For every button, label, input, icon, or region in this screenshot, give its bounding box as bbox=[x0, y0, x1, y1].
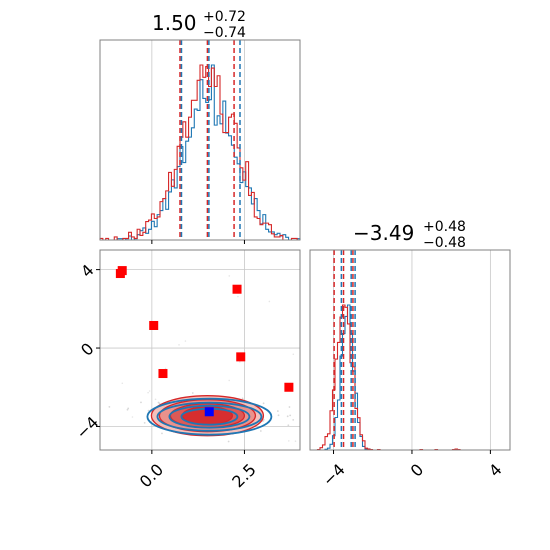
joint-scatter-point bbox=[148, 390, 151, 392]
joint-scatter-point bbox=[276, 410, 279, 412]
joint-scatter-point bbox=[228, 275, 231, 277]
joint-markers bbox=[115, 266, 294, 417]
joint-scatter-point bbox=[131, 416, 134, 418]
joint-scatter-point bbox=[121, 382, 124, 385]
joint-scatter-point bbox=[157, 401, 160, 404]
hist2-xtick-label-1: 0 bbox=[407, 460, 428, 481]
joint-scatter-point bbox=[164, 367, 167, 370]
joint-scatter-point bbox=[294, 440, 297, 442]
joint-red-marker-3 bbox=[149, 320, 159, 330]
joint-red-marker-1 bbox=[115, 269, 125, 279]
joint-scatter-point bbox=[140, 401, 142, 404]
joint-red-marker-5 bbox=[158, 369, 168, 379]
hist1-series-red bbox=[99, 64, 300, 241]
joint-scatter-point bbox=[227, 440, 230, 443]
joint-scatter-point bbox=[127, 407, 130, 410]
joint-scatter-point bbox=[237, 295, 239, 298]
joint-scatter-point bbox=[161, 432, 163, 435]
joint-scatter-point bbox=[108, 405, 111, 408]
joint-scatter-point bbox=[287, 424, 290, 427]
joint-scatter-point bbox=[228, 379, 230, 382]
joint-scatter-point bbox=[292, 419, 295, 421]
joint-scatter-point bbox=[154, 398, 157, 401]
joint-xtick-label-0: 0.0 bbox=[136, 460, 167, 491]
hist2-quantile-lines bbox=[333, 250, 356, 450]
joint-scatter-point bbox=[178, 344, 180, 346]
joint-red-marker-4 bbox=[236, 352, 246, 362]
joint-scatter-point bbox=[259, 430, 262, 432]
joint-scatter-point bbox=[288, 406, 291, 408]
joint-contour-blue-0 bbox=[146, 397, 273, 436]
hist2-title-value: −3.49 bbox=[353, 221, 414, 245]
hist1-ticks bbox=[151, 240, 245, 244]
joint-ytick-label-1: 0 bbox=[77, 339, 98, 360]
hist2-xtick-label-2: 4 bbox=[485, 460, 506, 481]
hist1-title-upper: +0.72 bbox=[203, 9, 246, 25]
joint-scatter-point bbox=[288, 440, 290, 442]
joint-contour-blue-2 bbox=[168, 404, 251, 429]
joint-xtick-label-1: 2.5 bbox=[228, 460, 259, 491]
joint-scatter-point bbox=[286, 415, 289, 418]
joint-red-marker-2 bbox=[232, 284, 242, 294]
joint-scatter-point bbox=[292, 353, 295, 356]
joint-scatter-point bbox=[277, 414, 280, 417]
joint-scatter-point bbox=[239, 361, 241, 363]
joint-scatter-point bbox=[126, 408, 129, 411]
hist2-background bbox=[310, 250, 510, 450]
joint-contour-blue-1 bbox=[156, 401, 263, 432]
joint-scatter-point bbox=[268, 300, 271, 303]
hist2-panel: −4 0 4 bbox=[309, 249, 511, 490]
joint-blue-marker bbox=[204, 407, 214, 417]
hist1-title-lower: −0.74 bbox=[203, 25, 246, 41]
joint-panel: 0.0 2.5 4 0 −4 bbox=[72, 249, 301, 491]
hist2-title-upper: +0.48 bbox=[423, 219, 466, 235]
hist1-quantile-lines bbox=[179, 40, 241, 240]
joint-scatter-point bbox=[262, 402, 265, 405]
joint-ytick-label-0: 4 bbox=[77, 261, 98, 282]
hist1-histograms bbox=[99, 64, 301, 241]
joint-scatter-point bbox=[241, 397, 244, 400]
joint-scatter-point bbox=[184, 340, 187, 342]
hist1-title-value: 1.50 bbox=[152, 11, 197, 35]
joint-scatter-point bbox=[147, 391, 149, 394]
hist2-frame bbox=[309, 249, 511, 451]
hist2-xtick-label-0: −4 bbox=[319, 460, 349, 490]
joint-scatter-point bbox=[143, 421, 146, 424]
joint-scatter-point bbox=[191, 392, 194, 394]
hist1-grid bbox=[151, 40, 245, 240]
joint-frame bbox=[99, 249, 301, 451]
hist2-ticks: −4 0 4 bbox=[319, 450, 506, 490]
hist1-panel bbox=[99, 39, 301, 244]
joint-scatter-point bbox=[262, 418, 265, 421]
hist1-frame bbox=[99, 39, 301, 241]
joint-ytick-label-2: −4 bbox=[72, 413, 102, 443]
joint-scatter-point bbox=[289, 414, 292, 417]
hist2-title-lower: −0.48 bbox=[423, 235, 466, 251]
joint-red-marker-6 bbox=[284, 382, 294, 392]
